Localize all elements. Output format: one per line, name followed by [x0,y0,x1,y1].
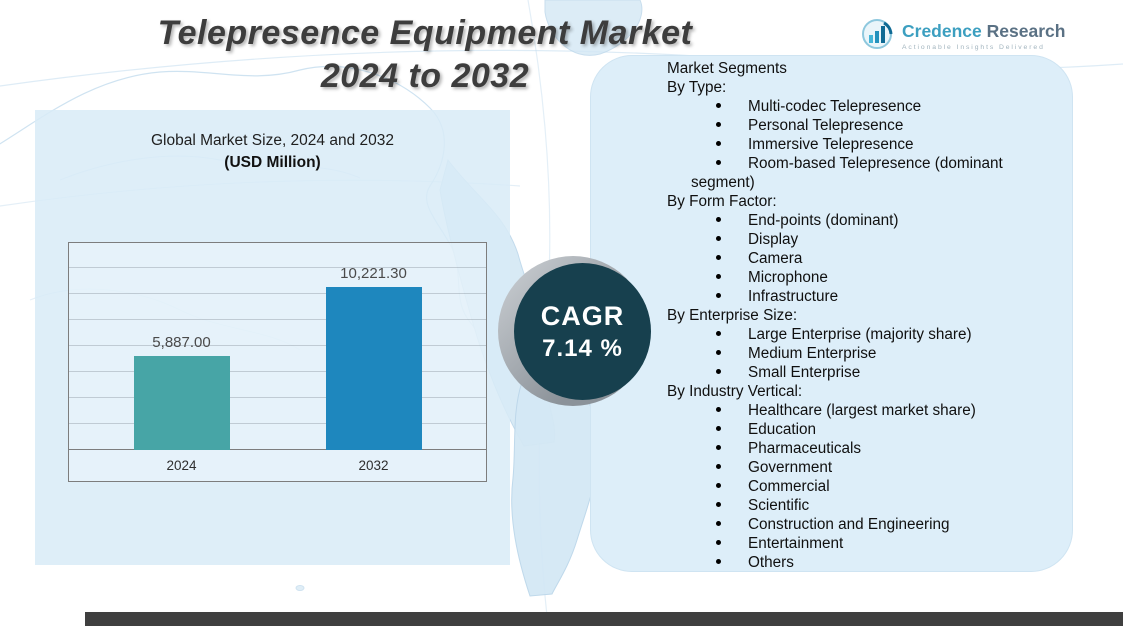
bar-2024: 5,887.00 2024 [133,334,230,473]
segment-item: Personal Telepresence [691,116,1046,135]
brand-tagline: Actionable Insights Delivered [902,44,1045,51]
bar-chart-logo-icon [860,17,894,56]
brand-name: Credence Research [902,22,1065,41]
segment-item: Government [691,458,1046,477]
segment-item: Education [691,420,1046,439]
bar-value-label: 5,887.00 [152,334,211,351]
segment-group: By Enterprise Size: Large Enterprise (maj… [667,306,1046,382]
cagr-value: 7.14 % [542,334,623,362]
segment-item: Small Enterprise [691,363,1046,382]
chart-unit-label: (USD Million) [224,154,321,171]
segment-group-label: By Enterprise Size: [667,307,798,324]
brand-logo: Credence Research Actionable Insights De… [860,17,1065,56]
bar-category-label: 2032 [358,458,389,473]
cagr-label: CAGR [540,300,625,331]
segment-item: Healthcare (largest market share) [691,401,1046,420]
market-size-panel: Global Market Size, 2024 and 2032 (USD M… [35,110,510,565]
segment-item: Camera [691,249,1046,268]
segment-item: Immersive Telepresence [691,135,1046,154]
bar-chart-plot: 5,887.00 2024 10,221.30 2032 [69,243,486,473]
segment-item: Multi-codec Telepresence [691,97,1046,116]
segment-item: Large Enterprise (majority share) [691,325,1046,344]
segment-group-label: By Form Factor: [667,193,777,210]
title-line-1: Telepresence Equipment Market [157,14,693,52]
segment-item: Room-based Telepresence (dominant segmen… [691,154,1046,192]
segment-item: Construction and Engineering [691,515,1046,534]
segment-item: Others [691,553,1046,572]
segment-group-label: By Industry Vertical: [667,383,803,400]
chart-subtitle: Global Market Size, 2024 and 2032 [151,132,394,149]
brand-name-secondary: Research [986,21,1066,41]
market-segments-panel: Market Segments By Type: Multi-codec Tele… [590,55,1073,572]
segment-item: Entertainment [691,534,1046,553]
segment-item: Scientific [691,496,1046,515]
segment-item: Microphone [691,268,1046,287]
title-line-2: 2024 to 2032 [320,57,530,95]
segment-item: End-points (dominant) [691,211,1046,230]
segment-item: Display [691,230,1046,249]
segment-groups: By Type: Multi-codec Telepresence Personal… [667,78,1046,572]
page-title: Telepresence Equipment Market 2024 to 20… [95,12,755,98]
cagr-badge: CAGR 7.14 % [514,263,651,400]
segment-item: Commercial [691,477,1046,496]
bar-chart: 5,887.00 2024 10,221.30 2032 [68,242,487,482]
footer-bar [85,612,1123,626]
x-axis-line [69,449,486,450]
brand-name-primary: Credence [902,21,982,41]
bar-value-label: 10,221.30 [340,265,407,282]
segment-group: By Industry Vertical: Healthcare (largest… [667,382,1046,572]
segment-item: Pharmaceuticals [691,439,1046,458]
bar-category-label: 2024 [166,458,197,473]
bar-2032: 10,221.30 2032 [325,265,422,473]
segment-item: Infrastructure [691,287,1046,306]
segment-item: Medium Enterprise [691,344,1046,363]
segment-group: By Form Factor: End-points (dominant) Disp… [667,192,1046,306]
